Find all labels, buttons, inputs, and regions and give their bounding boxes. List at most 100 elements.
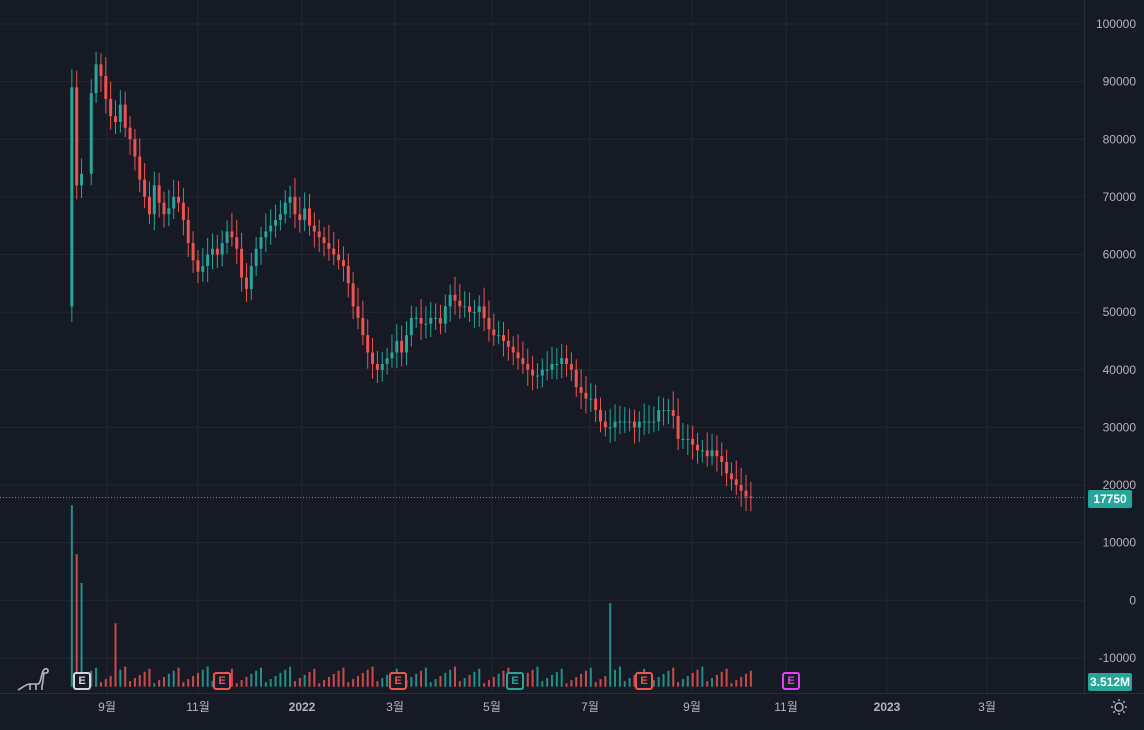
candle-body <box>540 369 544 376</box>
candle-body <box>308 208 311 226</box>
candle-body <box>196 260 200 272</box>
volume-bar <box>623 681 626 687</box>
volume-bar <box>206 666 209 687</box>
volume-bar <box>546 678 549 687</box>
candle-body <box>114 116 117 122</box>
volume-bar <box>652 680 655 687</box>
earnings-marker[interactable]: E <box>73 672 91 690</box>
candle-body <box>424 323 428 325</box>
volume-bar <box>434 679 437 687</box>
volume-bar <box>187 679 190 687</box>
candle-body <box>506 340 510 347</box>
candle-body <box>468 306 472 313</box>
x-tick-label: 11월 <box>774 700 798 714</box>
candle-body <box>264 231 268 238</box>
volume-bar <box>575 677 578 687</box>
candle-body <box>560 358 564 364</box>
y-tick-label: 90000 <box>1103 75 1137 89</box>
candle-body <box>390 352 394 359</box>
settings-gear-icon[interactable] <box>1110 698 1128 716</box>
volume-bar <box>371 666 374 687</box>
candle-body <box>487 317 491 330</box>
x-tick-label: 9월 <box>98 700 116 714</box>
candle-body <box>215 248 219 255</box>
candle-body <box>419 317 423 324</box>
candle-body <box>739 485 743 491</box>
candle-body <box>240 248 244 278</box>
volume-bar <box>497 673 500 687</box>
earnings-marker[interactable]: E <box>213 672 231 690</box>
candle-body <box>172 196 176 209</box>
candle-body <box>206 254 210 267</box>
y-tick-label: 0 <box>1129 593 1136 607</box>
volume-bar <box>541 681 544 687</box>
volume-bar <box>386 674 389 687</box>
candle-body <box>312 225 316 232</box>
candle-body <box>298 214 302 220</box>
volume-bar <box>560 668 563 687</box>
volume-bar <box>657 677 660 687</box>
volume-bar <box>230 668 233 687</box>
candle-body <box>278 214 282 220</box>
candle-body <box>186 219 190 243</box>
candle-body <box>380 363 384 370</box>
candle-body <box>526 363 530 370</box>
candle-body <box>463 306 467 308</box>
candle-body <box>637 421 641 428</box>
volume-bar <box>487 680 490 687</box>
y-tick-label: 50000 <box>1103 305 1137 319</box>
volume-bar <box>172 670 175 687</box>
volume-bar <box>250 673 253 687</box>
volume-bar <box>604 675 607 687</box>
volume-bar <box>337 670 340 687</box>
volume-bar <box>449 669 452 687</box>
candle-body <box>657 410 661 422</box>
earnings-marker[interactable]: E <box>506 672 524 690</box>
y-tick-label: 20000 <box>1103 478 1137 492</box>
volume-bar <box>196 672 199 687</box>
volume-bar <box>570 680 573 687</box>
candle-body <box>535 375 539 377</box>
volume-bar <box>327 677 330 687</box>
volume-bar <box>332 673 335 687</box>
candle-body <box>177 196 181 203</box>
candle-body <box>89 93 93 174</box>
volume-bar <box>711 678 714 687</box>
volume-bar <box>357 675 359 687</box>
earnings-marker[interactable]: E <box>635 672 653 690</box>
volume-bar <box>410 677 413 687</box>
y-tick-label: 40000 <box>1103 363 1137 377</box>
price-axis-border <box>1084 0 1085 693</box>
candle-body <box>191 242 195 261</box>
candle-body <box>118 104 122 122</box>
x-tick-label: 3월 <box>978 700 996 714</box>
candle-body <box>589 398 593 400</box>
earnings-marker[interactable]: E <box>389 672 407 690</box>
y-tick-label: 10000 <box>1103 536 1137 550</box>
candle-body <box>686 438 690 440</box>
candle-body <box>303 208 307 220</box>
candle-body <box>201 266 205 272</box>
candle-body <box>569 363 573 370</box>
volume-bar <box>483 683 486 687</box>
dinosaur-logo-icon[interactable] <box>16 664 50 692</box>
y-tick-label: 100000 <box>1096 17 1136 31</box>
volume-bar <box>725 668 728 687</box>
candle-body <box>565 358 569 364</box>
candle-body <box>337 254 341 261</box>
volume-bar <box>439 675 442 687</box>
candle-body <box>715 450 719 457</box>
volume-bar <box>264 682 267 687</box>
volume-bar <box>735 680 738 687</box>
candle-body <box>599 410 602 422</box>
volume-bar <box>201 669 204 687</box>
candle-body <box>293 196 297 215</box>
volume-bar <box>715 674 718 687</box>
last-volume-badge: 3.512M <box>1088 673 1132 691</box>
volume-bar <box>148 668 151 687</box>
candle-body <box>157 185 161 203</box>
earnings-marker[interactable]: E <box>782 672 800 690</box>
volume-bar <box>293 681 296 687</box>
candle-body <box>366 335 370 353</box>
